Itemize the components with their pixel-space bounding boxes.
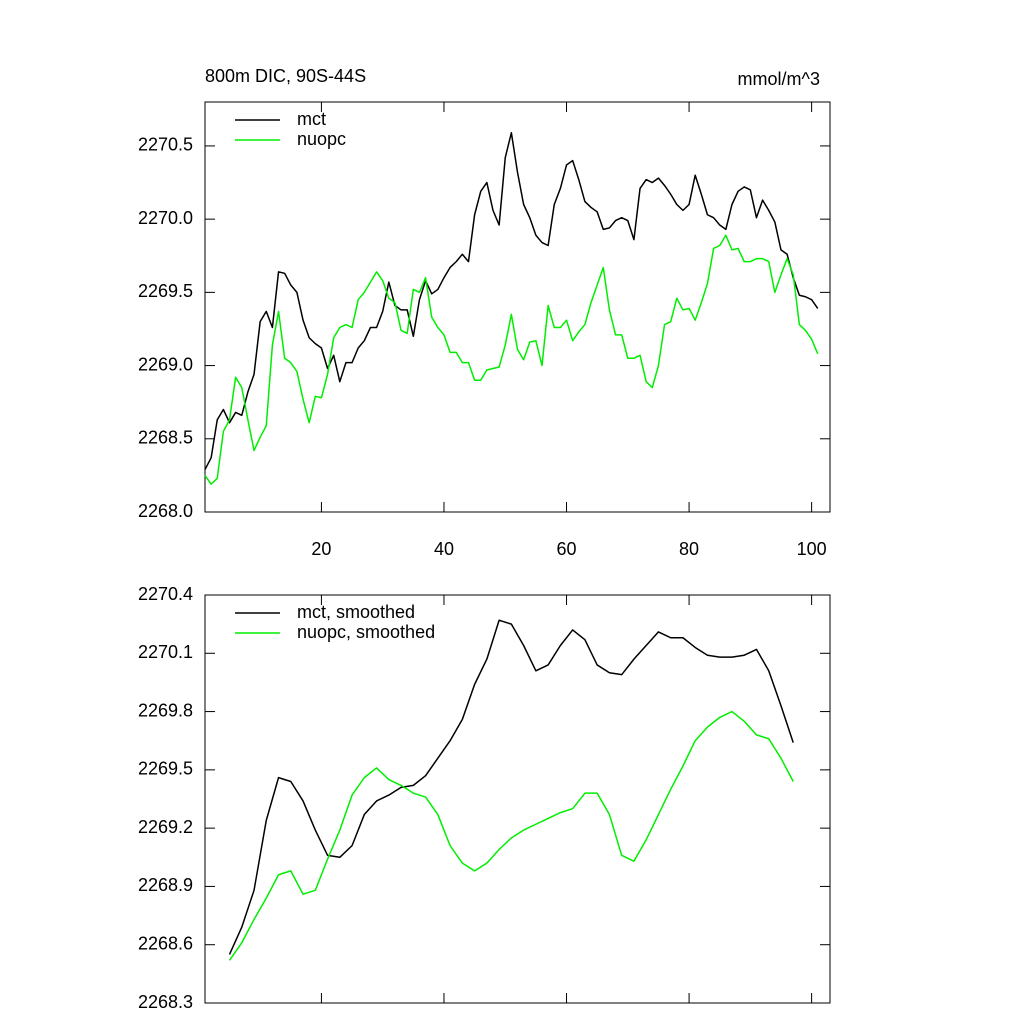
y-tick-label: 2269.5	[138, 281, 193, 301]
y-tick-label: 2268.5	[138, 428, 193, 448]
x-tick-label: 20	[311, 539, 331, 559]
data-line	[228, 710, 794, 961]
x-tick-label: 80	[679, 539, 699, 559]
plot-frame	[204, 101, 831, 513]
y-tick-label: 2269.5	[138, 759, 193, 779]
x-tick-label: 100	[797, 539, 827, 559]
y-tick-label: 2270.5	[138, 135, 193, 155]
units-label: mmol/m^3	[738, 69, 820, 89]
plot-frame	[204, 594, 831, 1004]
data-line	[228, 619, 794, 955]
data-line	[204, 234, 819, 485]
y-tick-label: 2270.1	[138, 642, 193, 662]
data-line	[204, 132, 819, 470]
legend-label: mct, smoothed	[297, 602, 415, 622]
y-tick-label: 2268.3	[138, 992, 193, 1012]
legend-label: nuopc	[297, 129, 346, 149]
y-tick-label: 2268.6	[138, 933, 193, 953]
x-tick-label: 60	[557, 539, 577, 559]
y-tick-label: 2268.9	[138, 875, 193, 895]
y-tick-label: 2268.0	[138, 501, 193, 521]
y-tick-label: 2269.0	[138, 354, 193, 374]
y-tick-label: 2270.4	[138, 584, 193, 604]
y-tick-label: 2270.0	[138, 208, 193, 228]
x-tick-label: 40	[434, 539, 454, 559]
legend-label: nuopc, smoothed	[297, 622, 435, 642]
legend-label: mct	[297, 109, 326, 129]
chart-title: 800m DIC, 90S-44S	[205, 66, 366, 86]
y-tick-label: 2269.2	[138, 817, 193, 837]
y-tick-label: 2269.8	[138, 700, 193, 720]
